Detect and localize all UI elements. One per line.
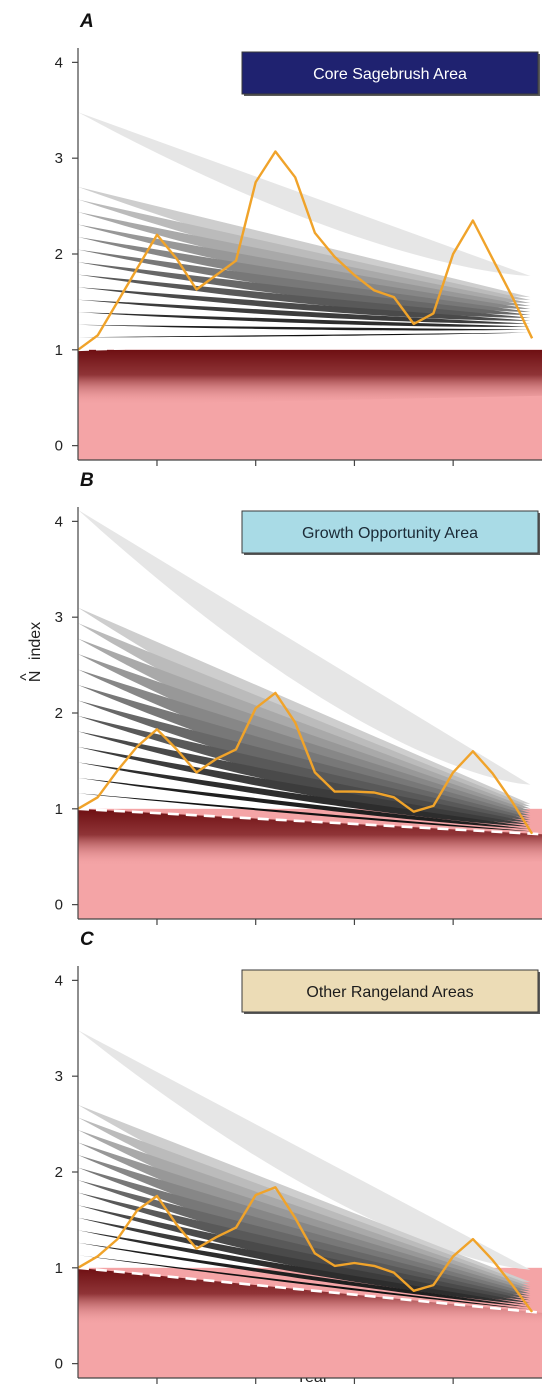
observed-series-line <box>78 150 534 351</box>
envelope-band-4 <box>78 1142 531 1289</box>
envelope-band-12 <box>78 777 531 830</box>
trend-line <box>78 1266 542 1315</box>
y-tick-label: 3 <box>55 1068 63 1085</box>
y-tick-label: 2 <box>55 1164 63 1181</box>
envelope-band-3 <box>78 638 531 809</box>
envelope-band-7 <box>78 1180 531 1296</box>
y-axis-title-symbol: N <box>27 671 44 683</box>
envelope-band-6 <box>78 249 531 312</box>
legend-box: Growth Opportunity Area <box>241 510 540 555</box>
y-axis-title: N index ^ <box>18 622 44 682</box>
panel-letter: B <box>80 470 94 491</box>
envelope-band-12 <box>78 324 531 331</box>
y-tick-label: 1 <box>55 1260 63 1277</box>
envelope-band-2 <box>78 1117 531 1285</box>
envelope-band-7 <box>78 262 531 315</box>
panel-b: 0 1 2 3 4 B Growth Opportunity Area <box>55 470 542 925</box>
y-tick-label: 3 <box>55 150 63 167</box>
envelope-band-5 <box>78 237 531 309</box>
plot-area <box>78 1030 542 1378</box>
panel-a: 0 1 2 3 4 A Core Sagebrush Area <box>55 11 542 466</box>
envelope-band-12 <box>78 1242 531 1308</box>
envelope-band-2 <box>78 199 531 300</box>
envelope-band-1 <box>78 607 531 804</box>
y-tick-label: 1 <box>55 801 63 818</box>
envelope-band-13 <box>78 332 531 338</box>
observed-series-line <box>78 1186 534 1313</box>
envelope-band-1 <box>78 186 531 298</box>
y-tick-label: 4 <box>55 513 63 530</box>
y-tick-label: 1 <box>55 342 63 359</box>
envelope-band-0 <box>78 112 531 276</box>
y-tick-label: 0 <box>55 1356 63 1373</box>
y-axis-title-hat: ^ <box>18 673 35 681</box>
envelope-band-10 <box>78 299 531 324</box>
envelope-band-3 <box>78 1130 531 1287</box>
plot-area <box>78 509 542 919</box>
y-tick-label: 0 <box>55 438 63 455</box>
envelope-band-6 <box>78 685 531 816</box>
panel-c: 012342005201020152020COther Rangeland Ar… <box>55 929 542 1384</box>
envelope-band-1 <box>78 1104 531 1283</box>
envelope-band-7 <box>78 700 531 818</box>
decline-gradient-band <box>78 1267 542 1326</box>
decline-gradient-band <box>78 349 542 406</box>
y-tick-label: 2 <box>55 705 63 722</box>
plot-area <box>78 112 542 460</box>
envelope-band-6 <box>78 1167 531 1294</box>
panel-letter: C <box>80 929 94 950</box>
envelope-band-9 <box>78 287 531 321</box>
envelope-band-13 <box>78 1255 531 1310</box>
decline-gradient-band <box>78 808 542 867</box>
envelope-band-13 <box>78 793 531 832</box>
envelope-band-2 <box>78 623 531 807</box>
trend-line <box>78 333 542 352</box>
envelope-band-9 <box>78 1205 531 1301</box>
envelope-band-4 <box>78 654 531 811</box>
y-axis-title-text: index <box>27 622 44 660</box>
legend-label: Core Sagebrush Area <box>313 66 467 83</box>
envelope-band-11 <box>78 1230 531 1305</box>
svg-text:N index: N index <box>27 622 44 682</box>
legend-label: Other Rangeland Areas <box>306 984 473 1001</box>
legend-box: Core Sagebrush Area <box>241 51 540 96</box>
envelope-band-8 <box>78 715 531 820</box>
y-tick-label: 4 <box>55 54 63 71</box>
envelope-band-10 <box>78 1217 531 1303</box>
y-tick-label: 4 <box>55 972 63 989</box>
trend-line <box>78 807 542 836</box>
y-tick-label: 3 <box>55 609 63 626</box>
envelope-band-5 <box>78 1155 531 1292</box>
envelope-band-0 <box>78 509 531 785</box>
envelope-band-8 <box>78 274 531 318</box>
envelope-band-9 <box>78 731 531 823</box>
envelope-band-4 <box>78 224 531 306</box>
legend-label: Growth Opportunity Area <box>302 525 478 542</box>
panel-letter: A <box>79 11 94 32</box>
y-tick-label: 0 <box>55 897 63 914</box>
legend-box: Other Rangeland Areas <box>241 969 540 1014</box>
y-tick-label: 2 <box>55 246 63 263</box>
envelope-band-3 <box>78 212 531 303</box>
envelope-band-8 <box>78 1192 531 1299</box>
observed-series-line <box>78 691 534 835</box>
envelope-band-0 <box>78 1030 531 1270</box>
envelope-band-5 <box>78 669 531 814</box>
